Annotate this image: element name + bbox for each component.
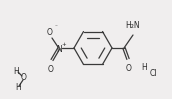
- Text: Cl: Cl: [149, 69, 157, 79]
- Text: O: O: [47, 28, 53, 37]
- Text: N: N: [56, 44, 62, 53]
- Text: H₂N: H₂N: [126, 21, 140, 30]
- Text: O: O: [48, 65, 54, 74]
- Text: +: +: [62, 41, 66, 47]
- Text: H: H: [141, 63, 147, 72]
- Text: O: O: [21, 73, 27, 82]
- Text: O: O: [126, 64, 132, 73]
- Text: ⁻: ⁻: [55, 26, 57, 30]
- Text: H: H: [15, 82, 21, 91]
- Text: H: H: [13, 67, 19, 76]
